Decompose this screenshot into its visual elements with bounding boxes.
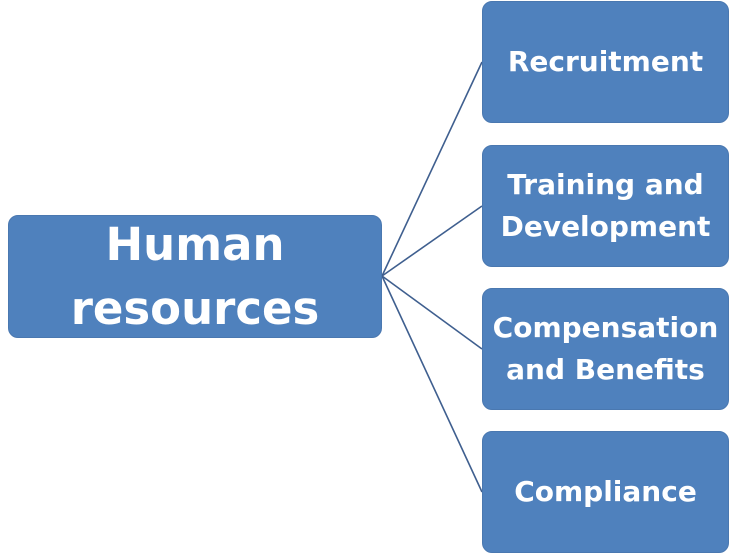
child-node-label: Recruitment xyxy=(507,45,704,78)
child-node-recruitment: Recruitment xyxy=(482,1,729,123)
child-node-compensation-and-benefits: Compensation and Benefits xyxy=(482,288,729,410)
connector-line-training xyxy=(381,205,483,277)
child-node-training-and-development: Training and Development xyxy=(482,145,729,267)
connector-line-compliance xyxy=(381,275,483,493)
child-node-label: Training and Development xyxy=(500,168,711,243)
root-node-label: Human resources xyxy=(70,217,320,335)
connector-line-recruitment xyxy=(381,61,483,277)
connector-line-compensation xyxy=(381,275,483,350)
child-node-label: Compensation and Benefits xyxy=(492,311,719,386)
child-node-compliance: Compliance xyxy=(482,431,729,553)
child-node-label: Compliance xyxy=(514,475,697,508)
root-node-human-resources: Human resources xyxy=(8,215,382,338)
